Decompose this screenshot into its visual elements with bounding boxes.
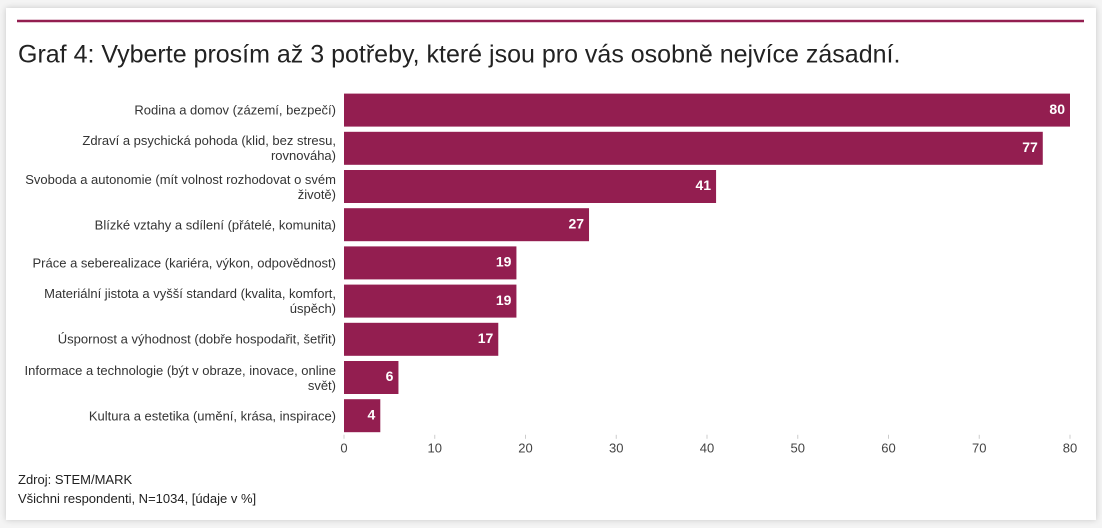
x-tick-label: 20 — [518, 440, 532, 455]
source-note: Zdroj: STEM/MARK — [18, 472, 133, 487]
x-tick-label: 10 — [428, 440, 442, 455]
category-label: Práce a seberealizace (kariéra, výkon, o… — [32, 255, 337, 271]
x-tick-label: 0 — [340, 440, 347, 455]
x-tick-label: 80 — [1063, 440, 1077, 455]
value-label: 17 — [478, 330, 494, 346]
chart-title: Graf 4: Vyberte prosím až 3 potřeby, kte… — [18, 41, 900, 69]
value-label: 80 — [1049, 101, 1065, 117]
card — [6, 8, 1096, 520]
x-tick-label: 30 — [609, 440, 623, 455]
value-label: 41 — [695, 177, 711, 193]
bar — [344, 322, 499, 356]
sample-note: Všichni respondenti, N=1034, [údaje v %] — [18, 491, 257, 506]
bar — [344, 170, 717, 203]
category-label: Zdraví a psychická pohoda (klid, bez str… — [82, 133, 336, 164]
bar — [344, 284, 517, 318]
category-label: Rodina a domov (zázemí, bezpečí) — [134, 102, 336, 118]
x-tick-label: 40 — [700, 440, 714, 455]
x-tick-label: 50 — [791, 440, 805, 455]
x-tick-label: 70 — [972, 440, 986, 455]
category-label: Úspornost a výhodnost (dobře hospodařit,… — [57, 331, 336, 347]
bar — [344, 208, 590, 242]
value-label: 19 — [496, 292, 512, 308]
x-tick-label: 60 — [881, 440, 895, 455]
category-label: Kultura a estetika (umění, krása, inspir… — [88, 408, 336, 424]
bar — [344, 246, 517, 280]
bar — [344, 361, 399, 394]
value-label: 6 — [386, 368, 394, 384]
value-label: 4 — [368, 406, 376, 422]
value-label: 27 — [568, 215, 584, 231]
bar — [344, 399, 381, 433]
value-label: 77 — [1022, 139, 1038, 155]
value-label: 19 — [496, 254, 512, 270]
bar — [344, 131, 1043, 165]
category-label: Svoboda a autonomie (mít volnost rozhodo… — [25, 171, 336, 202]
bar — [344, 93, 1070, 127]
category-label: Informace a technologie (být v obraze, i… — [24, 362, 336, 393]
category-label: Blízké vztahy a sdílení (přátelé, komuni… — [94, 217, 336, 233]
category-label: Materiální jistota a vyšší standard (kva… — [44, 286, 336, 317]
